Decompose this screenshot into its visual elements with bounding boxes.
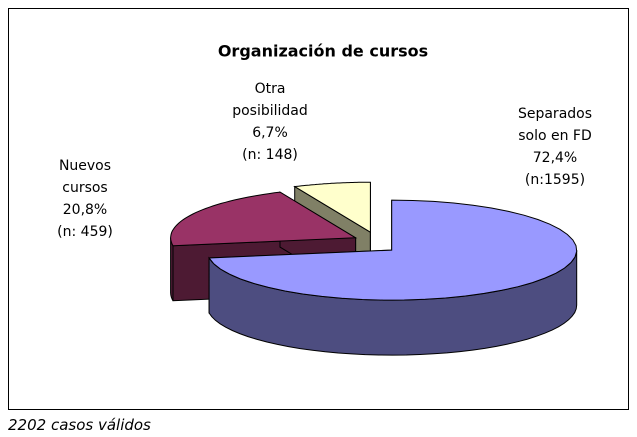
- pie-slice: [208, 199, 578, 356]
- slice-name: Otra posibilidad: [232, 81, 308, 119]
- chart-title: Organización de cursos: [218, 42, 428, 61]
- slice-top: [208, 199, 578, 301]
- slice-label: Separados solo en FD 72,4% (n:1595): [505, 103, 605, 191]
- slice-count: (n: 148): [242, 147, 298, 163]
- slice-label: Otra posibilidad 6,7% (n: 148): [220, 78, 320, 166]
- slice-label: Nuevos cursos 20,8% (n: 459): [35, 155, 135, 243]
- slice-name: Separados solo en FD: [517, 106, 593, 144]
- slice-count: (n:1595): [524, 172, 586, 188]
- slice-top: [170, 191, 358, 247]
- slice-count: (n: 459): [57, 224, 113, 240]
- slice-name: Nuevos cursos: [58, 158, 112, 196]
- footnote: 2202 casos válidos: [8, 416, 151, 434]
- slice-top: [293, 181, 371, 234]
- slice-wall: [170, 237, 174, 301]
- slice-percent: 20,8%: [62, 202, 108, 218]
- slice-percent: 6,7%: [252, 125, 288, 141]
- slice-percent: 72,4%: [532, 150, 578, 166]
